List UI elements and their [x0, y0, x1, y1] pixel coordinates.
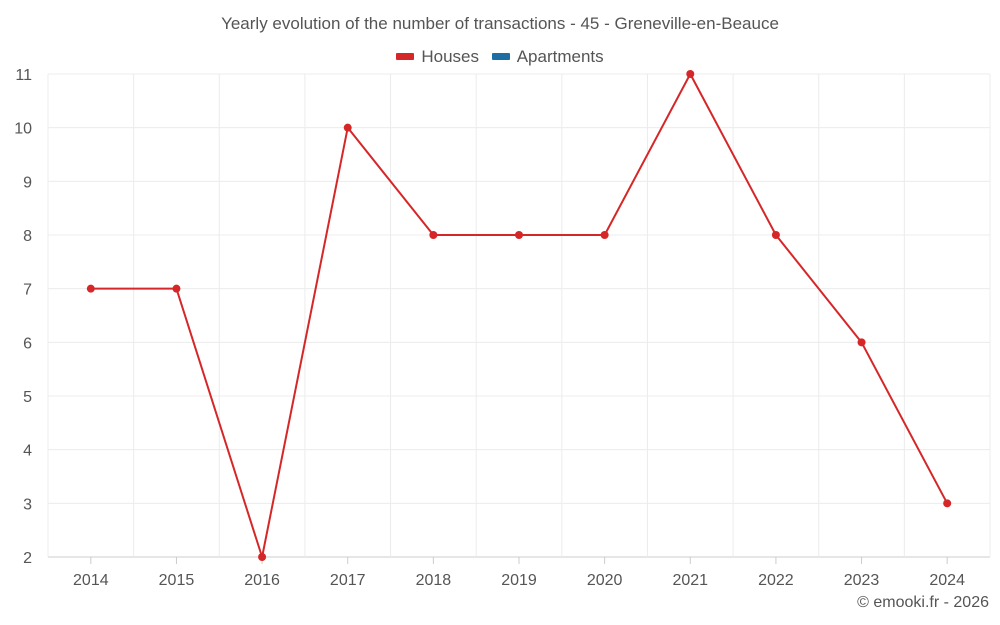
- legend-item-houses[interactable]: Houses: [396, 47, 479, 67]
- data-point: [258, 553, 267, 561]
- y-tick-label: 9: [23, 174, 32, 191]
- chart-title: Yearly evolution of the number of transa…: [221, 14, 779, 33]
- y-tick-label: 4: [23, 443, 32, 460]
- y-tick-label: 10: [14, 121, 32, 138]
- x-tick-label: 2024: [929, 572, 965, 589]
- data-point: [686, 70, 695, 78]
- x-tick-label: 2019: [501, 572, 537, 589]
- y-tick-label: 7: [23, 282, 32, 299]
- y-tick-label: 11: [15, 67, 32, 84]
- y-tick-label: 6: [23, 335, 32, 352]
- data-point: [172, 284, 181, 293]
- legend-label-apartments: Apartments: [516, 46, 604, 66]
- y-tick-label: 3: [23, 496, 32, 513]
- data-point: [515, 231, 523, 239]
- y-tick-label: 5: [23, 389, 32, 406]
- data-point: [857, 338, 866, 347]
- legend-label-houses: Houses: [421, 46, 479, 66]
- data-point: [600, 231, 609, 239]
- x-tick-label: 2015: [159, 572, 195, 589]
- data-point: [943, 499, 952, 508]
- y-tick-label: 8: [23, 228, 32, 245]
- data-point: [343, 123, 352, 132]
- data-point: [429, 231, 438, 239]
- x-tick-label: 2014: [73, 572, 109, 589]
- data-point: [86, 284, 95, 293]
- x-tick-label: 2023: [844, 572, 880, 589]
- data-point: [771, 231, 780, 239]
- x-tick-label: 2018: [416, 572, 452, 589]
- copyright-credit: © emooki.fr - 2026: [857, 594, 989, 611]
- legend-item-apartments[interactable]: Apartments: [491, 46, 604, 67]
- legend-swatch-houses: [396, 53, 415, 60]
- x-tick-label: 2017: [330, 572, 366, 589]
- legend-swatch-apartments: [491, 53, 510, 60]
- x-tick-label: 2016: [244, 572, 280, 589]
- x-tick-label: 2021: [672, 572, 708, 589]
- chart-legend: Houses Apartments: [0, 45, 1000, 67]
- x-tick-label: 2022: [758, 572, 794, 589]
- y-tick-label: 2: [23, 550, 32, 567]
- x-tick-label: 2020: [587, 572, 623, 589]
